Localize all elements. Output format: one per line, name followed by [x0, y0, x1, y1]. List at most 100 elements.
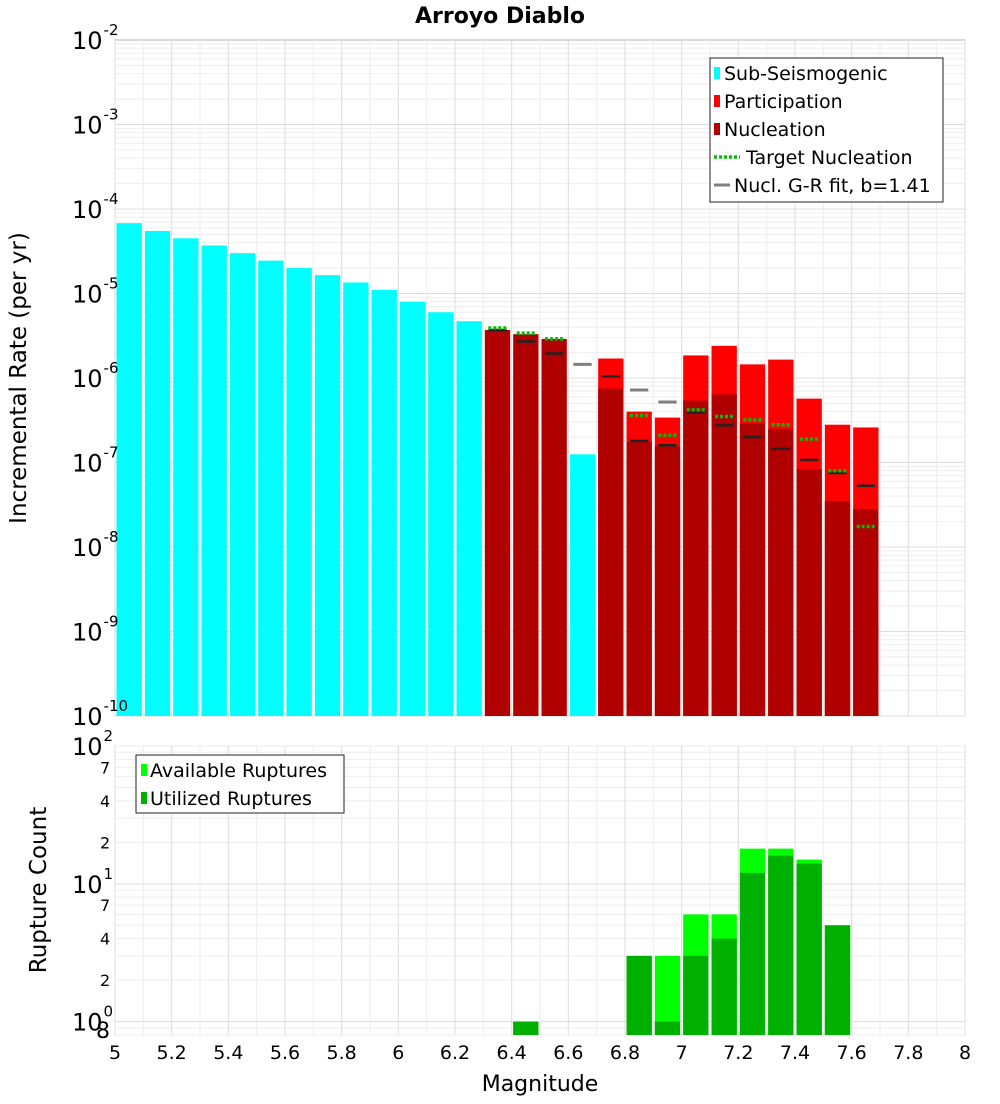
x-tick-label: 5.2: [157, 1042, 187, 1064]
utilized-ruptures-bar: [824, 925, 851, 1035]
legend-label: Sub-Seismogenic: [724, 63, 888, 85]
count-y-tick-label: 102: [72, 727, 113, 761]
rate-y-tick-label: 10-3: [72, 106, 119, 140]
rate-y-tick-exponent: -3: [104, 106, 119, 124]
rate-y-tick-exponent: -7: [104, 444, 119, 462]
rate-y-tick-exponent: -5: [104, 275, 119, 293]
count-y-minor-label: 2: [100, 971, 110, 990]
rate-y-tick-label: 10-4: [72, 190, 119, 224]
x-tick-label: 7.4: [780, 1042, 810, 1064]
nucleation-bar: [768, 428, 794, 716]
legend-label: Available Ruptures: [150, 760, 327, 782]
x-axis-label: Magnitude: [482, 1072, 599, 1097]
utilized-ruptures-bar: [626, 955, 652, 1035]
utilized-ruptures-bar: [683, 955, 709, 1035]
x-tick-label: 6.4: [497, 1042, 527, 1064]
count-bars: [513, 848, 851, 1035]
count-y-tick-exponent: 2: [104, 727, 114, 745]
count-y-minor-label: 2: [100, 833, 110, 852]
nucleation-bar: [739, 423, 766, 716]
rate-legend: Sub-Seismogenic Participation Nucleation Ta…: [709, 57, 944, 203]
nucleation-bar: [683, 400, 709, 716]
legend-swatch: [141, 764, 147, 776]
x-tick-label: 5.4: [213, 1042, 243, 1064]
legend-label: Participation: [724, 91, 843, 113]
rate-y-tick-label: 10-5: [72, 275, 119, 309]
x-tick-label: 7.2: [723, 1042, 753, 1064]
legend-label: Utilized Ruptures: [150, 788, 312, 810]
sub-seismogenic-bar: [229, 253, 256, 716]
rate-y-tick-label: 10-6: [72, 359, 119, 393]
nucleation-bar: [598, 388, 624, 716]
nucleation-bar: [626, 441, 652, 716]
rate-markers: [488, 326, 875, 529]
nucleation-bar: [541, 338, 567, 716]
utilized-ruptures-bar: [739, 872, 766, 1035]
sub-seismogenic-bar: [116, 223, 142, 716]
sub-seismogenic-bar: [371, 290, 397, 716]
nucleation-bar: [824, 501, 851, 716]
sub-seismogenic-bar: [286, 268, 312, 716]
count-y-minor-label: 8: [96, 1019, 110, 1044]
legend-label: Nucleation: [724, 119, 826, 141]
rate-y-tick-exponent: -4: [104, 190, 119, 208]
nucleation-bar: [853, 509, 879, 716]
rate-y-tick-exponent: -9: [104, 613, 119, 631]
count-y-tick-exponent: 0: [104, 1003, 114, 1021]
rate-y-axis-label: Incremental Rate (per yr): [6, 232, 32, 524]
rate-panel: 10-10 10-9 10-8 10-7 10-6 10-5 10-4 10-3 10-2 In…: [6, 21, 966, 731]
utilized-ruptures-bar: [711, 938, 737, 1035]
legend-label: Target Nucleation: [745, 147, 913, 169]
legend-label: Nucl. G-R fit, b=1.41: [734, 175, 931, 197]
x-tick-label: 7.8: [893, 1042, 923, 1064]
x-tick-label: 6.6: [553, 1042, 583, 1064]
x-tick-label: 7: [676, 1042, 688, 1064]
count-legend-box: [135, 754, 345, 814]
nucleation-bar: [513, 334, 539, 716]
sub-seismogenic-bar: [428, 312, 454, 716]
rate-y-tick-exponent: -10: [104, 697, 129, 715]
count-y-minor-label: 7: [100, 896, 110, 915]
rate-y-tick-label: 10-8: [72, 528, 119, 562]
count-y-minor-label: 4: [100, 930, 110, 949]
x-tick-label: 8: [959, 1042, 971, 1064]
sub-seismogenic-bar: [314, 275, 341, 716]
legend-swatch: [141, 792, 147, 804]
legend-swatch: [714, 67, 720, 79]
rate-y-tick-exponent: -8: [104, 528, 119, 546]
rate-y-tick-exponent: -6: [104, 359, 119, 377]
rate-legend-box: [709, 57, 944, 203]
rate-y-tick-label: 10-9: [72, 613, 119, 647]
count-legend: Available Ruptures Utilized Ruptures: [135, 754, 345, 814]
count-y-minor-label: 4: [100, 792, 110, 811]
x-tick-label: 5.8: [327, 1042, 357, 1064]
sub-seismogenic-bar: [144, 230, 171, 717]
utilized-ruptures-bar: [796, 863, 822, 1035]
nucleation-bar: [711, 394, 737, 716]
nucleation-bar: [796, 469, 822, 716]
count-y-minor-label: 7: [100, 758, 110, 777]
count-y-tick-exponent: 1: [104, 865, 114, 883]
x-tick-label: 5.6: [270, 1042, 300, 1064]
x-tick-label: 6.8: [610, 1042, 640, 1064]
utilized-ruptures-bar: [654, 1021, 681, 1035]
count-y-tick-label: 101: [72, 865, 113, 899]
legend-swatch: [714, 95, 720, 107]
rate-y-tick-label: 10-10: [72, 697, 128, 731]
sub-seismogenic-bar: [456, 321, 482, 716]
rate-y-tick-exponent: -2: [104, 21, 119, 39]
x-ticks: 5 5.2 5.4 5.6 5.8 6 6.2 6.4 6.6 6.8 7 7.2 7.4 7.6 7.8 8: [109, 1042, 971, 1064]
chart-title: Arroyo Diablo: [415, 4, 585, 29]
sub-seismogenic-bar: [569, 454, 596, 716]
sub-seismogenic-bar: [173, 238, 199, 717]
x-tick-label: 7.6: [837, 1042, 867, 1064]
rate-y-tick-label: 10-7: [72, 444, 119, 478]
sub-seismogenic-bar: [258, 260, 284, 716]
rate-y-tick-label: 10-2: [72, 21, 119, 55]
count-y-axis-label: Rupture Count: [26, 807, 52, 973]
sub-seismogenic-bar: [399, 301, 426, 716]
sub-seismogenic-bar: [201, 245, 227, 717]
